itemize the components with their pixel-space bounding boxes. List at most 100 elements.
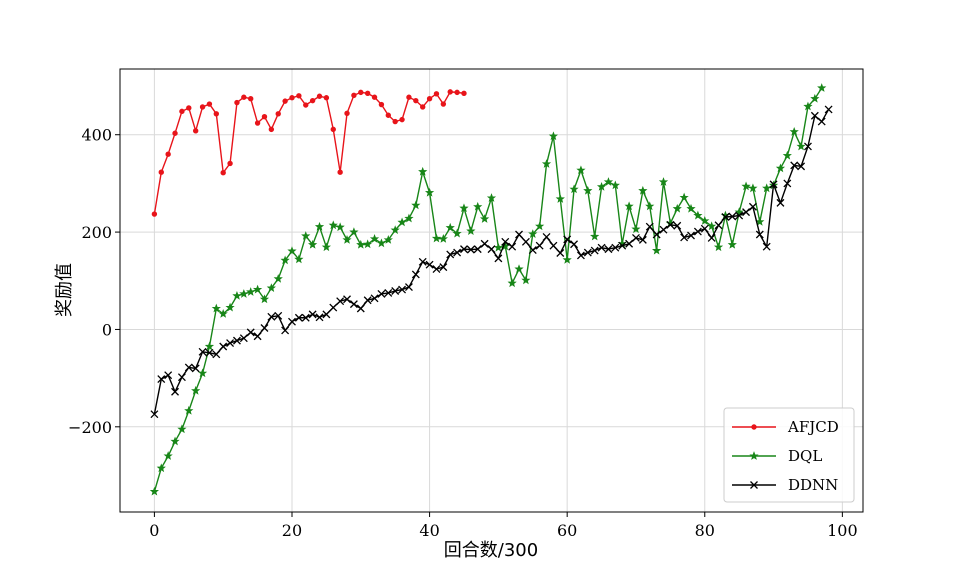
data-point-afjcd bbox=[165, 151, 171, 157]
data-point-afjcd bbox=[358, 89, 364, 96]
data-point-afjcd bbox=[337, 169, 343, 175]
data-point-dql bbox=[232, 291, 242, 300]
data-point-dql bbox=[466, 226, 476, 236]
data-point-dql bbox=[707, 221, 717, 231]
tick-layer: 0 20 40 60 80 100 −200 0 200 400 bbox=[68, 126, 858, 540]
data-point-ddnn bbox=[322, 310, 331, 319]
data-point-afjcd bbox=[206, 101, 213, 107]
data-point-ddnn bbox=[425, 260, 434, 269]
data-point-dql bbox=[411, 200, 421, 210]
data-point-dql bbox=[211, 303, 221, 313]
data-point-dql bbox=[163, 451, 173, 460]
data-point-ddnn bbox=[260, 324, 269, 332]
data-point-dql bbox=[734, 207, 744, 217]
data-point-ddnn bbox=[466, 245, 475, 254]
data-point-ddnn bbox=[652, 230, 661, 239]
data-point-ddnn bbox=[487, 245, 496, 254]
legend-marker bbox=[751, 424, 757, 430]
data-point-ddnn bbox=[721, 213, 730, 221]
data-point-ddnn bbox=[150, 410, 159, 419]
data-point-ddnn bbox=[542, 232, 551, 241]
data-point-ddnn bbox=[590, 246, 599, 255]
data-point-ddnn bbox=[535, 241, 544, 250]
data-point-ddnn bbox=[563, 235, 572, 244]
data-point-dql bbox=[184, 405, 194, 415]
data-point-ddnn bbox=[446, 250, 455, 259]
series-line-afjcd bbox=[153, 91, 465, 215]
data-point-dql bbox=[397, 217, 407, 227]
data-point-afjcd bbox=[433, 91, 440, 97]
data-point-dql bbox=[700, 216, 710, 225]
data-point-dql bbox=[521, 275, 531, 285]
data-point-dql bbox=[445, 222, 455, 232]
data-point-ddnn bbox=[810, 111, 819, 120]
data-point-afjcd bbox=[179, 108, 185, 115]
data-point-ddnn bbox=[473, 245, 482, 254]
data-point-ddnn bbox=[673, 221, 682, 230]
data-point-afjcd bbox=[440, 101, 447, 107]
data-point-dql bbox=[321, 242, 331, 252]
data-point-ddnn bbox=[329, 303, 338, 312]
data-point-afjcd bbox=[461, 90, 467, 97]
data-point-dql bbox=[713, 242, 724, 252]
data-point-ddnn bbox=[762, 242, 771, 251]
data-point-ddnn bbox=[171, 387, 179, 396]
data-point-ddnn bbox=[432, 265, 441, 274]
legend-marker bbox=[749, 451, 759, 460]
data-point-ddnn bbox=[370, 294, 379, 303]
data-point-dql bbox=[218, 309, 228, 318]
data-point-dql bbox=[335, 222, 345, 232]
data-point-afjcd bbox=[220, 169, 226, 176]
data-point-afjcd bbox=[199, 104, 206, 110]
data-point-afjcd bbox=[447, 89, 453, 95]
data-point-dql bbox=[239, 289, 249, 298]
data-point-dql bbox=[363, 239, 373, 249]
data-point-dql bbox=[686, 203, 696, 213]
data-point-afjcd bbox=[344, 110, 350, 117]
data-point-afjcd bbox=[186, 105, 192, 111]
x-tick-label: 80 bbox=[695, 521, 715, 540]
data-point-dql bbox=[459, 203, 469, 213]
legend-label-ddnn: DDNN bbox=[788, 476, 838, 494]
data-point-dql bbox=[452, 228, 462, 238]
legend-label-dql: DQL bbox=[788, 447, 822, 465]
data-point-dql bbox=[569, 184, 579, 194]
data-point-ddnn bbox=[597, 243, 606, 252]
series-line-ddnn bbox=[153, 109, 830, 415]
data-point-afjcd bbox=[413, 97, 419, 104]
data-point-dql bbox=[493, 242, 503, 252]
data-point-dql bbox=[507, 278, 517, 288]
x-axis-label: 回合数/300 bbox=[444, 540, 538, 561]
data-point-dql bbox=[149, 486, 160, 496]
x-tick-label: 40 bbox=[419, 521, 439, 540]
data-point-ddnn bbox=[219, 342, 228, 351]
data-point-ddnn bbox=[253, 332, 262, 341]
legend-item-afjcd: AFJCD bbox=[732, 418, 839, 436]
data-point-dql bbox=[775, 163, 786, 173]
data-point-dql bbox=[486, 193, 497, 202]
data-point-ddnn bbox=[191, 364, 200, 373]
data-point-ddnn bbox=[391, 287, 400, 295]
data-point-dql bbox=[652, 245, 662, 255]
data-point-ddnn bbox=[687, 231, 695, 240]
data-point-dql bbox=[349, 227, 359, 237]
data-point-afjcd bbox=[192, 128, 199, 134]
data-point-ddnn bbox=[755, 230, 764, 239]
data-point-ddnn bbox=[797, 162, 806, 171]
data-point-dql bbox=[424, 187, 435, 197]
data-point-dql bbox=[583, 185, 593, 195]
data-point-dql bbox=[810, 93, 820, 103]
data-point-ddnn bbox=[556, 249, 565, 257]
data-point-ddnn bbox=[824, 105, 833, 114]
data-point-ddnn bbox=[205, 348, 214, 357]
data-point-afjcd bbox=[241, 94, 247, 100]
x-tick-label: 100 bbox=[827, 521, 858, 540]
data-point-ddnn bbox=[308, 310, 317, 319]
data-point-ddnn bbox=[528, 246, 537, 255]
data-point-afjcd bbox=[268, 126, 275, 133]
data-point-afjcd bbox=[158, 169, 164, 175]
data-point-dql bbox=[252, 284, 263, 294]
data-point-dql bbox=[197, 368, 208, 378]
data-point-ddnn bbox=[411, 270, 420, 279]
x-tick-label: 20 bbox=[282, 521, 302, 540]
